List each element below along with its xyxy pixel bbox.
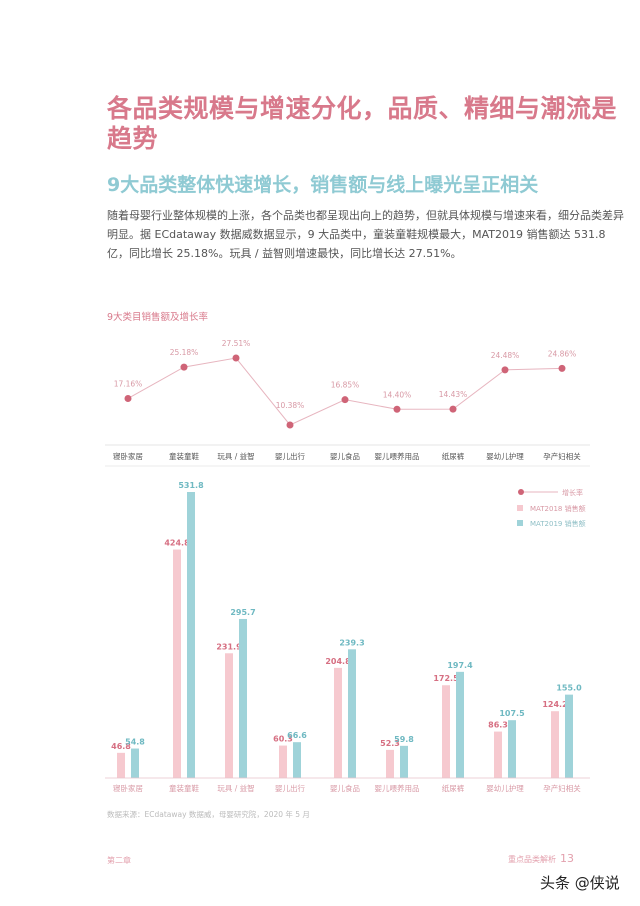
bar-mat2018 [279,745,287,778]
bar-mat2019 [508,720,516,778]
category-label: 婴儿食品 [330,783,360,793]
bar-mat2018 [173,549,181,778]
growth-point [501,366,509,374]
bar-mat2019 [131,748,139,778]
growth-label: 10.38% [276,401,305,410]
footer-section: 重点品类解析 13 [508,852,574,865]
bar-value-label: 239.3 [339,638,364,647]
bar-value-label: 531.8 [178,481,204,490]
bar-value-label: 52.3 [380,739,400,748]
growth-point [449,405,457,413]
category-label: 婴儿食品 [330,451,360,461]
bar-value-label: 107.5 [499,709,525,718]
growth-label: 24.48% [491,351,520,360]
bar-value-label: 59.8 [394,735,414,744]
growth-point [180,363,188,371]
bar-value-label: 295.7 [230,608,255,617]
category-label: 孕产妇相关 [543,783,581,793]
legend-label: MAT2018 销售额 [530,504,586,513]
chart-title: 9大类目销售额及增长率 [107,312,209,323]
bar-mat2018 [494,731,502,778]
category-label: 玩具 / 益智 [217,451,254,461]
bar-mat2019 [456,671,464,778]
legend-growth-marker [518,489,524,495]
growth-point [341,396,349,404]
category-label: 婴儿喂养用品 [375,451,420,461]
bar-mat2018 [442,685,450,778]
section-subtitle: 9大品类整体快速增长，销售额与线上曝光呈正相关 [107,174,539,196]
growth-line [127,357,563,426]
category-label: 婴儿喂养用品 [375,783,420,793]
growth-label: 14.43% [439,390,468,399]
page-number: 13 [560,852,574,865]
bar-value-label: 172.5 [433,674,459,683]
bar-mat2018 [551,711,559,778]
category-label: 童装童鞋 [169,783,199,793]
body-paragraph: 随着母婴行业整体规模的上涨，各个品类也都呈现出向上的趋势，但就具体规模与增速来看… [107,209,624,260]
category-label: 婴幼儿护理 [486,451,524,461]
growth-point [558,364,566,372]
bar-mat2018 [386,749,394,778]
bar-value-label: 86.3 [488,721,508,730]
bar-mat2018 [225,653,233,778]
footer-section-label: 重点品类解析 [508,855,556,864]
legend-mat2018-swatch [517,505,523,511]
legend-label: MAT2019 销售额 [530,519,586,528]
category-label: 纸尿裤 [442,451,465,461]
bar-mat2019 [348,649,356,778]
growth-label: 14.40% [383,390,412,399]
growth-label: 24.86% [548,349,577,358]
footer-chapter: 第二章 [107,856,131,865]
category-label: 孕产妇相关 [543,451,581,461]
growth-point [286,421,294,429]
category-label: 婴儿出行 [275,451,305,461]
growth-point [393,405,401,413]
data-source: 数据来源：ECdataway 数据威，母婴研究院，2020 年 5 月 [107,810,310,819]
bar-value-label: 155.0 [556,684,582,693]
chart-legend: 增长率 MAT2018 销售额 MAT2019 销售额 [517,488,586,528]
growth-point [232,354,240,362]
category-label: 纸尿裤 [442,783,465,793]
bar-value-label: 231.9 [216,642,242,651]
bar-mat2018 [117,752,125,778]
sales-bar-chart: 46.8 424.8 231.9 60.3 204.8 52.3 172.5 86.3 124.… [105,481,590,793]
bar-value-label: 197.4 [447,661,473,670]
bar-mat2019 [187,492,195,778]
growth-label: 25.18% [170,348,199,357]
category-label: 玩具 / 益智 [217,783,254,793]
bar-mat2019 [293,742,301,778]
bar-mat2019 [565,694,573,778]
category-label: 婴儿出行 [275,783,305,793]
bar-value-label: 60.3 [273,735,293,744]
bar-mat2019 [400,745,408,778]
category-label: 寝卧家居 [113,783,143,793]
bar-value-label: 54.8 [125,738,145,747]
bar-value-label: 424.8 [164,539,190,548]
legend-mat2019-swatch [517,520,523,526]
bar-value-label: 46.8 [111,742,131,751]
growth-point [124,394,132,402]
growth-label: 27.51% [222,339,251,348]
bar-mat2018 [334,667,342,778]
growth-line-chart: 17.16% 25.18% 27.51% 10.38% 16.85% 14.40% 14.4… [105,339,590,467]
watermark: 头条 @侠说 [540,874,620,892]
category-label: 寝卧家居 [113,451,143,461]
bar-value-label: 66.6 [287,731,307,740]
legend-label: 增长率 [562,488,583,497]
bar-value-label: 204.8 [325,657,351,666]
category-label: 童装童鞋 [169,451,199,461]
bar-value-label: 124.2 [542,700,567,709]
page-title: 各品类规模与增速分化，品质、精细与潮流是趋势 [107,94,618,153]
category-label: 婴幼儿护理 [486,783,524,793]
growth-label: 17.16% [114,379,143,388]
bar-mat2019 [239,618,247,778]
growth-label: 16.85% [331,381,360,390]
